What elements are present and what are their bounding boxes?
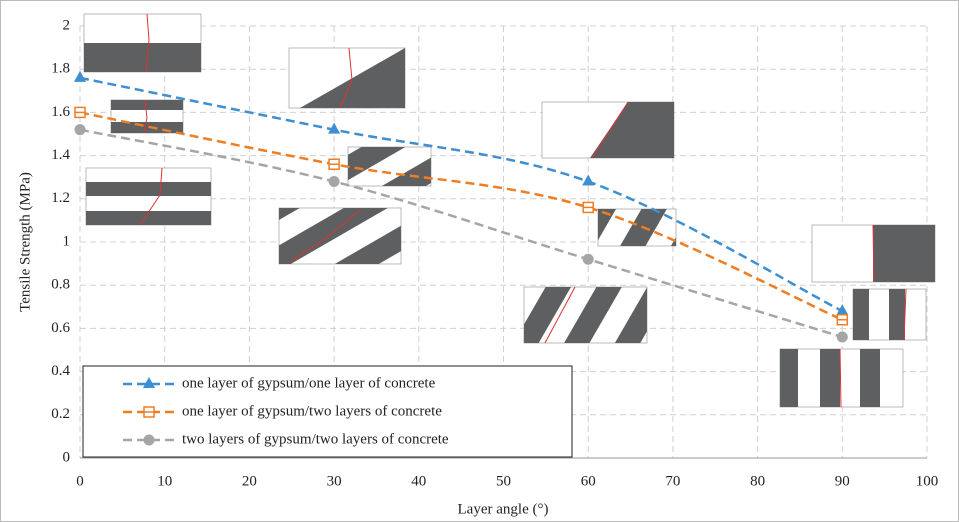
y-tick-label: 0.2 bbox=[51, 406, 70, 422]
series-line bbox=[79, 76, 843, 313]
x-tick-label: 0 bbox=[76, 473, 84, 489]
marker bbox=[143, 377, 155, 388]
marker bbox=[74, 70, 86, 82]
marker bbox=[836, 331, 848, 343]
y-tick-label: 0 bbox=[63, 449, 71, 465]
y-tick-label: 0.8 bbox=[51, 277, 70, 293]
y-tick-label: 0.6 bbox=[51, 320, 70, 336]
marker bbox=[328, 176, 340, 188]
marker bbox=[836, 314, 849, 326]
marker bbox=[143, 434, 155, 446]
marker bbox=[836, 304, 849, 316]
x-axis-title: Layer angle (°) bbox=[458, 501, 549, 517]
series-line bbox=[79, 128, 843, 339]
x-tick-label: 10 bbox=[157, 473, 172, 489]
y-tick-label: 0.4 bbox=[51, 363, 70, 379]
y-tick-label: 2 bbox=[63, 17, 71, 33]
marker bbox=[143, 406, 155, 418]
y-axis-title: Tensile Strength (MPa) bbox=[17, 172, 33, 312]
marker bbox=[74, 106, 86, 119]
series-line bbox=[79, 111, 843, 321]
marker bbox=[582, 174, 595, 186]
x-tick-label: 50 bbox=[496, 473, 511, 489]
x-tick-label: 20 bbox=[242, 473, 257, 489]
x-tick-label: 60 bbox=[581, 473, 596, 489]
legend-label: one layer of gypsum/one layer of concret… bbox=[182, 375, 436, 391]
y-tick-label: 1.4 bbox=[51, 147, 70, 163]
marker bbox=[74, 124, 86, 136]
x-tick-label: 40 bbox=[411, 473, 426, 489]
plot bbox=[74, 70, 849, 343]
x-tick-label: 100 bbox=[916, 473, 939, 489]
y-tick-label: 1.2 bbox=[51, 190, 70, 206]
marker bbox=[328, 158, 340, 170]
x-tick-label: 70 bbox=[665, 473, 680, 489]
marker bbox=[582, 201, 594, 214]
legend-label: one layer of gypsum/two layers of concre… bbox=[182, 403, 442, 419]
marker bbox=[582, 253, 594, 265]
legend-box bbox=[82, 365, 573, 458]
specimen-insets bbox=[83, 13, 936, 408]
x-tick-label: 30 bbox=[327, 473, 342, 489]
marker bbox=[328, 122, 341, 134]
y-tick-label: 1.8 bbox=[51, 61, 70, 77]
x-tick-label: 80 bbox=[750, 473, 765, 489]
legend-label: two layers of gypsum/two layers of concr… bbox=[182, 431, 449, 447]
x-tick-label: 90 bbox=[835, 473, 850, 489]
y-tick-label: 1.6 bbox=[51, 104, 70, 120]
y-tick-label: 1 bbox=[63, 233, 71, 249]
